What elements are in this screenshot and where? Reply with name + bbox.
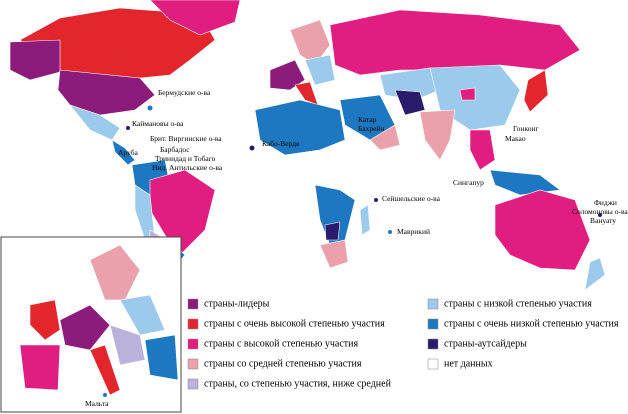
country <box>523 69 549 113</box>
country <box>149 169 216 256</box>
country <box>379 67 441 101</box>
legend-label: страны с высокой степенью участия <box>204 338 359 349</box>
country <box>57 69 156 116</box>
country <box>394 89 426 116</box>
island <box>126 126 130 130</box>
legend: страны-лидеры страны с очень высокой степ… <box>187 298 619 390</box>
legend-label: страны со средней степенью участия <box>204 358 362 369</box>
country <box>489 169 561 196</box>
country <box>119 294 166 336</box>
place-label: Нид. Антильские о-ва <box>152 163 223 172</box>
country <box>494 189 591 271</box>
country <box>324 221 341 241</box>
country <box>369 124 401 151</box>
place-label: Аруба <box>118 148 139 157</box>
island <box>388 230 392 234</box>
country <box>469 129 496 171</box>
place-label: Бермудские о-ва <box>158 88 211 97</box>
country <box>459 87 476 101</box>
place-label: Фиджи <box>594 198 617 207</box>
country <box>109 324 146 366</box>
legend-swatch <box>187 378 199 390</box>
country <box>289 19 331 66</box>
place-label: Кабо-Верде <box>262 139 300 148</box>
legend-label: нет данных <box>444 358 493 369</box>
legend-label: страны с очень низкой степенью участия <box>444 318 619 329</box>
legend-swatch <box>187 298 199 310</box>
place-label: Брит. Виргинские о-ва <box>150 134 222 143</box>
country <box>111 139 136 166</box>
country <box>359 204 371 236</box>
legend-label: страны с низкой степенью участия <box>444 298 592 309</box>
country <box>284 139 361 191</box>
legend-swatch <box>427 298 439 310</box>
place-label: Сингапур <box>453 178 484 187</box>
countries <box>0 0 606 413</box>
place-label: Макао <box>505 134 526 143</box>
legend-swatch <box>427 358 439 370</box>
place-labels: Бермудские о-ва Каймановы о-ва Брит. Вир… <box>85 88 628 408</box>
country <box>19 344 61 391</box>
place-label: Барбадос <box>160 145 190 154</box>
place-label: Тринидад и Тобаго <box>155 154 216 163</box>
legend-swatch <box>427 338 439 350</box>
legend-swatch <box>427 318 439 330</box>
legend-swatch <box>187 318 199 330</box>
legend-label: страны с очень высокой степенью участия <box>204 318 385 329</box>
country <box>329 9 581 76</box>
islands <box>103 105 602 397</box>
country <box>89 344 121 396</box>
legend-label: страны-аутсайдеры <box>444 338 527 349</box>
country <box>69 104 121 141</box>
place-label: Гонконг <box>513 124 539 133</box>
island <box>374 198 378 202</box>
legend-label: страны-лидеры <box>204 298 270 309</box>
legend-swatch <box>187 358 199 370</box>
place-label: Маврикий <box>397 227 430 236</box>
country <box>304 54 336 86</box>
country <box>584 257 606 291</box>
place-label: Сейшельские о-ва <box>382 194 441 203</box>
island <box>147 105 153 111</box>
country <box>59 304 111 351</box>
island <box>103 393 107 397</box>
place-label: Бахрейн <box>358 124 385 133</box>
island <box>249 145 255 151</box>
legend-swatch <box>187 338 199 350</box>
legend-label: страны, со степенью участия, ниже средне… <box>204 378 392 389</box>
place-label: Соломоновы о-ва <box>572 207 628 216</box>
place-label: Каймановы о-ва <box>132 119 184 128</box>
place-label: Вануату <box>590 216 616 225</box>
country <box>149 0 241 36</box>
country <box>29 299 61 341</box>
country <box>9 39 61 81</box>
island <box>598 213 602 217</box>
place-label: Катар <box>358 115 377 124</box>
country <box>89 244 141 301</box>
country <box>144 334 179 381</box>
country <box>319 239 349 269</box>
country <box>419 109 456 161</box>
place-label: Мальта <box>85 399 109 408</box>
